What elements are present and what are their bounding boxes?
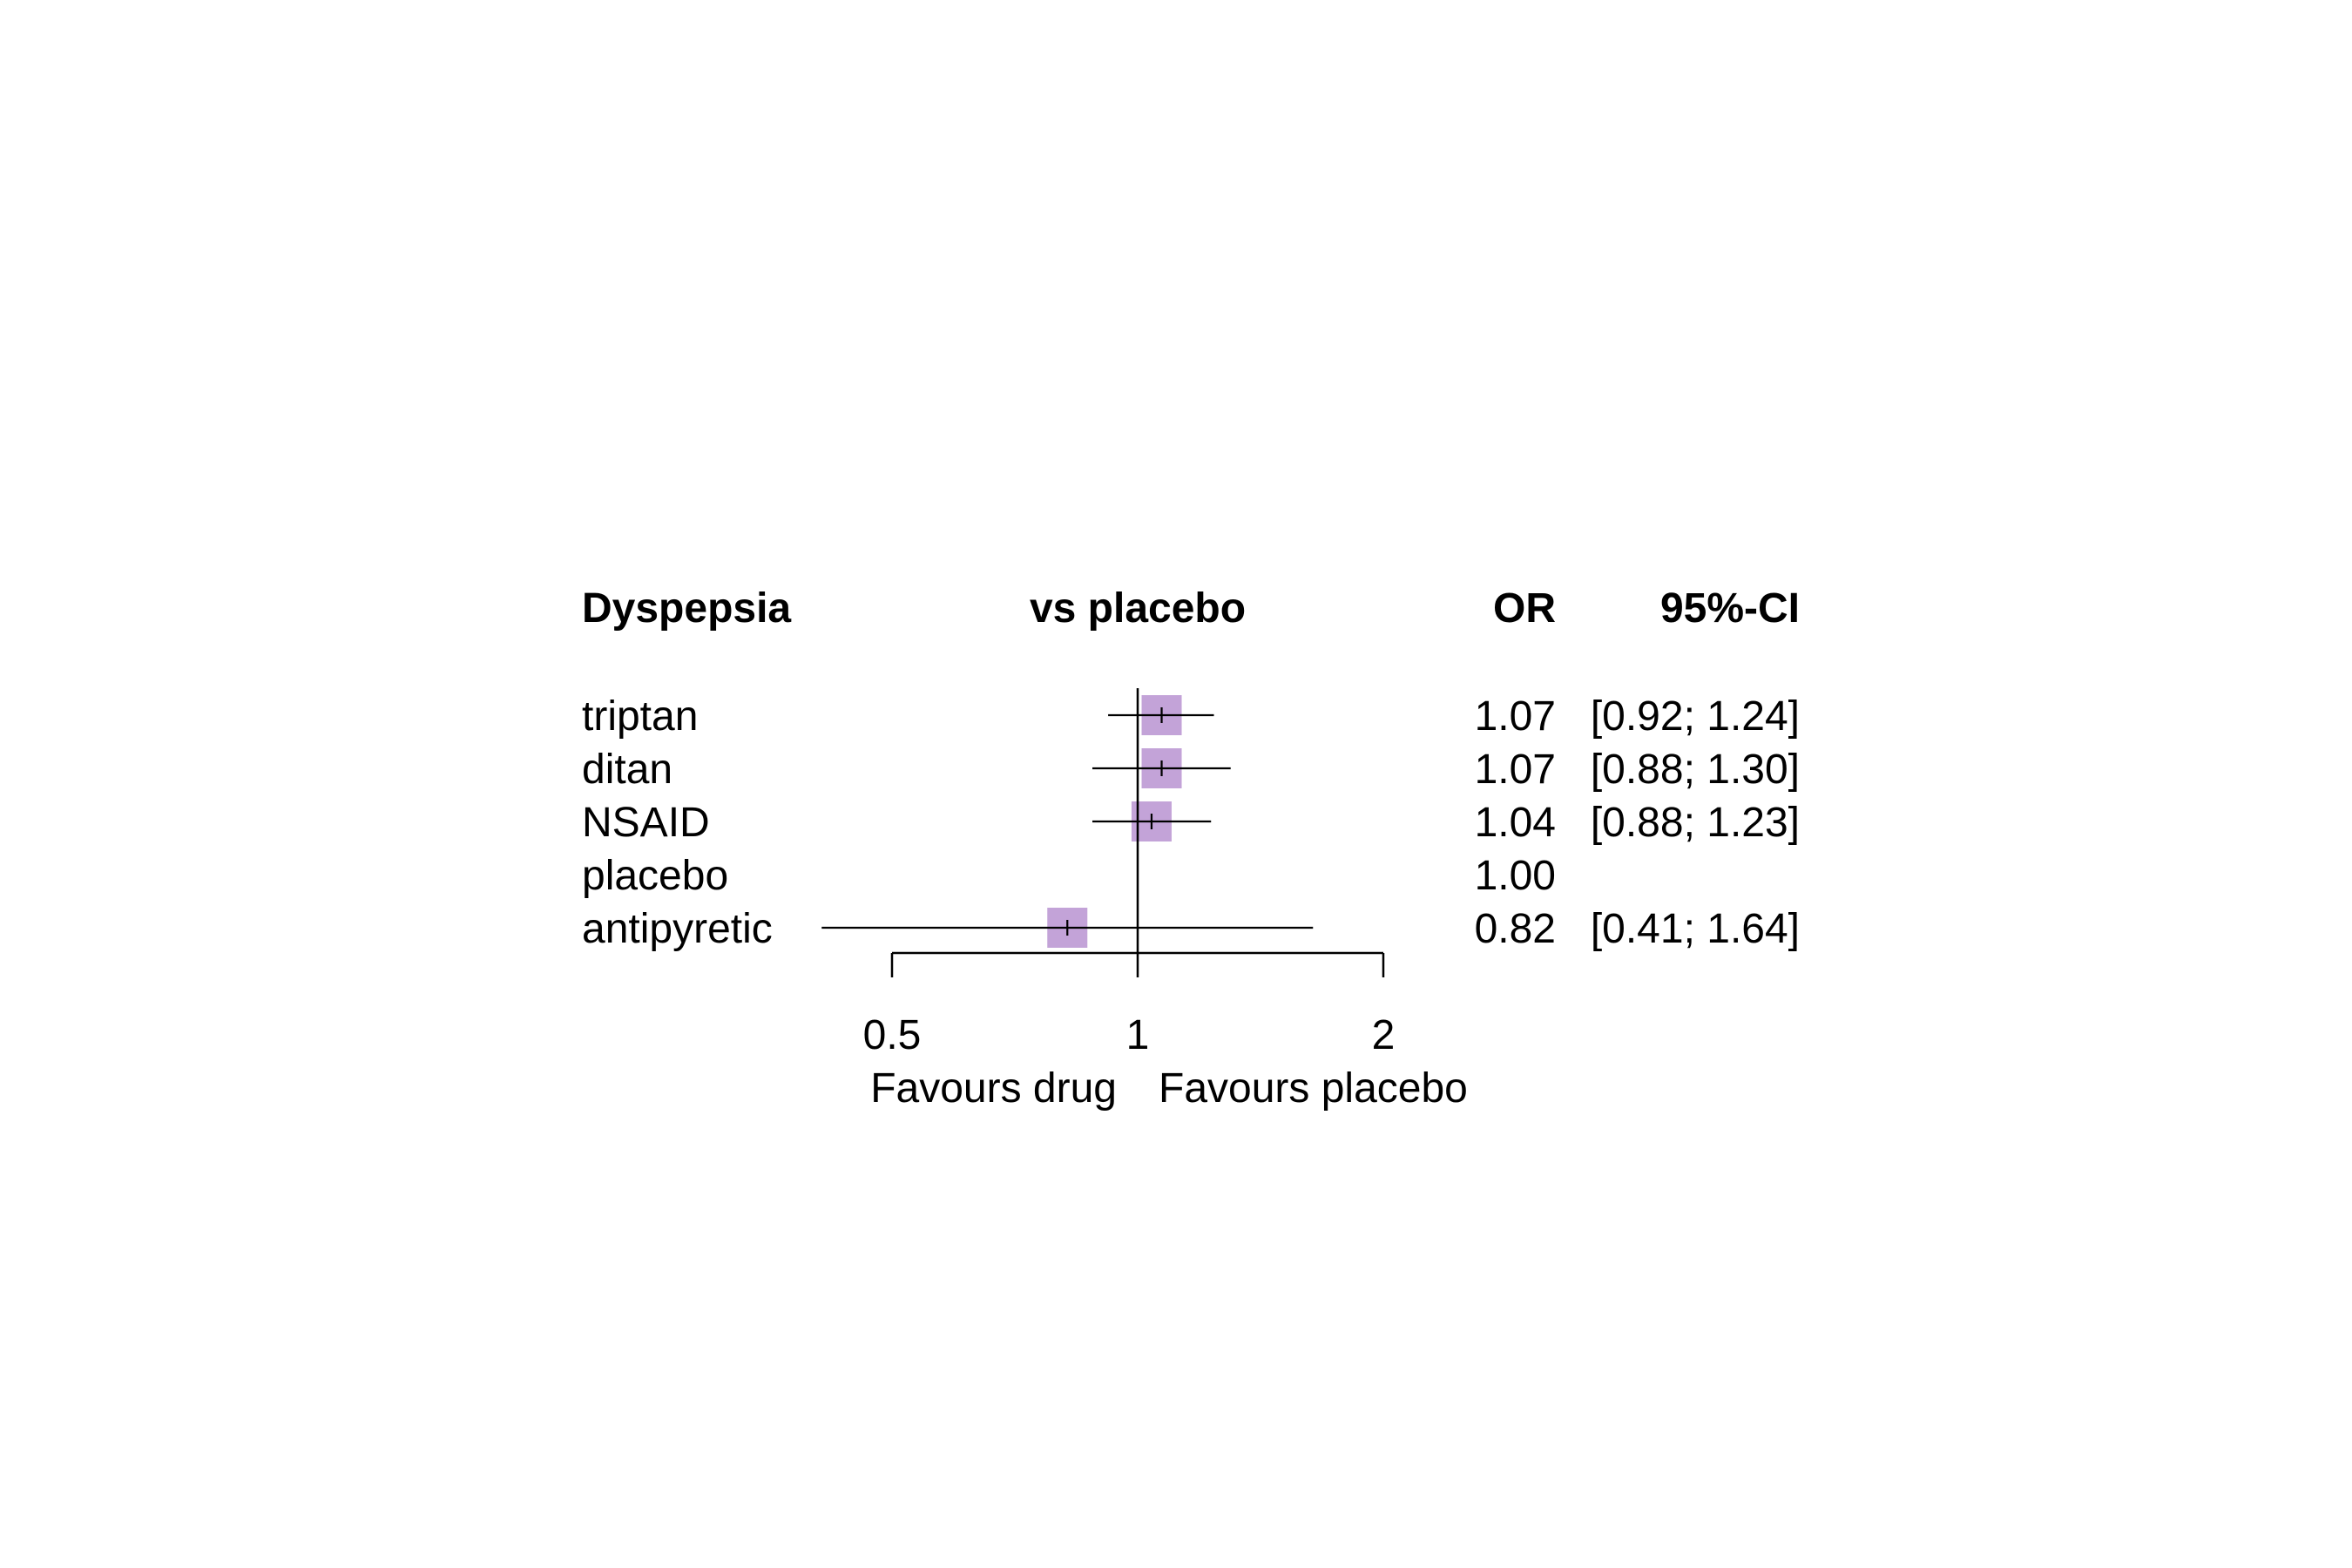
row-label: antipyretic xyxy=(582,906,773,952)
row-or-value: 1.00 xyxy=(1475,853,1556,899)
header-ci: 95%-CI xyxy=(1660,585,1800,632)
x-axis: 0.5 1 2 xyxy=(863,688,1396,1058)
row-or-value: 1.04 xyxy=(1475,800,1556,846)
header-study: Dyspepsia xyxy=(582,585,791,632)
forest-row: placebo 1.00 xyxy=(582,853,1556,899)
row-or-value: 1.07 xyxy=(1475,747,1556,793)
header-estimate: OR xyxy=(1493,585,1556,632)
favours-left-label: Favours drug xyxy=(870,1065,1117,1112)
row-label: triptan xyxy=(582,693,698,740)
row-ci-value: [0.88; 1.30] xyxy=(1591,747,1800,793)
forest-row: NSAID 1.04 [0.88; 1.23] xyxy=(582,800,1800,846)
forest-row: antipyretic 0.82 [0.41; 1.64] xyxy=(582,906,1800,952)
row-ci-value: [0.88; 1.23] xyxy=(1591,800,1800,846)
row-or-value: 0.82 xyxy=(1475,906,1556,952)
row-ci-value: [0.92; 1.24] xyxy=(1591,693,1800,740)
favours-right-label: Favours placebo xyxy=(1159,1065,1468,1112)
x-tick-label: 0.5 xyxy=(863,1012,922,1058)
study-rows: triptan 1.07 [0.92; 1.24] ditan 1.07 [0.88; 1… xyxy=(582,693,1800,952)
row-label: ditan xyxy=(582,747,672,793)
header-plot: vs placebo xyxy=(1030,585,1246,632)
forest-row: ditan 1.07 [0.88; 1.30] xyxy=(582,747,1800,793)
x-tick-label: 1 xyxy=(1126,1012,1150,1058)
row-label: NSAID xyxy=(582,800,710,846)
row-label: placebo xyxy=(582,853,728,899)
row-ci-value: [0.41; 1.64] xyxy=(1591,906,1800,952)
x-tick-label: 2 xyxy=(1372,1012,1396,1058)
forest-row: triptan 1.07 [0.92; 1.24] xyxy=(582,693,1800,740)
row-or-value: 1.07 xyxy=(1475,693,1556,740)
